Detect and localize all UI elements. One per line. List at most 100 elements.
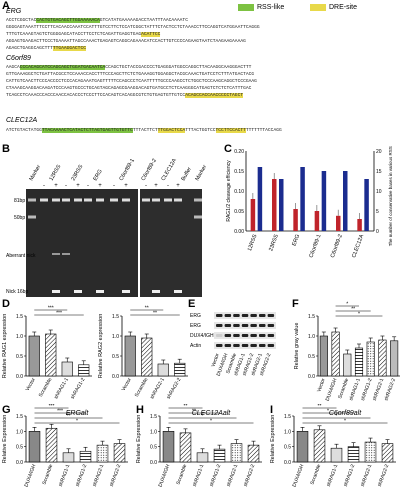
- gel-sign: +: [154, 183, 158, 189]
- y-axis-label: Relative Expression: [2, 415, 8, 464]
- y-tick-label: 0.5: [308, 354, 315, 360]
- blot-band: [250, 314, 257, 317]
- rss-label: RSS-like: [257, 4, 285, 11]
- y-tick-label: 1.5: [16, 314, 23, 320]
- significance-label: *: [327, 409, 329, 415]
- bar: [354, 347, 364, 377]
- bar: [62, 452, 75, 463]
- c-bar-conserved: [257, 167, 263, 231]
- c6-seq-1a: AAGCA: [6, 65, 20, 70]
- c-bar-efficiency: [314, 211, 320, 231]
- gel-band-81bp: [122, 198, 130, 202]
- c-right-tick: 5: [376, 209, 379, 215]
- gel-lane-label: Marker: [195, 164, 209, 182]
- c-left-ylabel: RAG1/2 cleavage efficiency: [226, 160, 232, 222]
- blot-band: [216, 314, 223, 317]
- blot-band: [233, 344, 240, 347]
- bar: [296, 431, 309, 463]
- clec-title: CLEC12A: [6, 117, 38, 124]
- chart-h: 0.0 0.5 1.0 1.5 Relative Expression CLEC12Aal…: [136, 404, 262, 488]
- gel-image-left: [26, 189, 138, 297]
- x-category-label: shRAG1-1: [326, 463, 340, 487]
- gel-aberrant-band: [52, 253, 60, 255]
- bar: [124, 335, 136, 377]
- y-axis-label: Relative gray value: [294, 323, 300, 370]
- bar: [45, 427, 58, 463]
- x-category-label: Scramble: [337, 377, 350, 399]
- erg-dre-site-1: ACATTCC: [141, 32, 161, 37]
- chart-title: CLEC12Aalt: [192, 410, 232, 417]
- chart-title: C6orf89alt: [329, 410, 362, 417]
- x-category-label: shRAG2-2: [109, 463, 123, 487]
- blot-band: [224, 344, 232, 347]
- clec-seq-c: TTTACTGGTCC: [185, 128, 216, 133]
- bar: [157, 363, 169, 377]
- erg-rss-site: CACTGTGACAGCTTGGAAAAACA: [36, 18, 100, 23]
- c-category-label: C6orf89-1: [309, 234, 323, 259]
- erg-title: ERG: [6, 8, 22, 15]
- c-right-ylabel: The number of conservative bases in vari…: [388, 145, 393, 246]
- significance-label: ***: [49, 404, 55, 410]
- y-tick-label: 0.5: [112, 354, 119, 360]
- c6-rss-site: CCCACAGCATCCAGCAGCTGGATGACAATCA: [19, 65, 106, 70]
- legend-rss: RSS-like: [238, 4, 284, 11]
- gel-lane-label: C6orf89-1: [119, 158, 136, 182]
- panel-f-letter: F: [292, 298, 299, 310]
- gel-band-nick: [152, 290, 160, 293]
- gel-label-50bp: 50bp: [14, 215, 25, 221]
- c-right-tick: 10: [376, 189, 382, 195]
- x-category-label: Scramble: [134, 377, 150, 398]
- x-category-label: shRAG2-2: [243, 463, 257, 487]
- gel-aberrant-band: [62, 253, 70, 255]
- blot-band: [267, 314, 275, 317]
- bar: [347, 446, 360, 463]
- gel-sign: +: [54, 183, 58, 189]
- significance-label: *: [346, 302, 348, 308]
- gel-marker-band: [28, 215, 36, 219]
- blot-band: [224, 314, 232, 317]
- bar: [162, 431, 175, 463]
- bar: [247, 444, 260, 463]
- dre-swatch: [310, 4, 326, 11]
- gel-band-nick: [96, 290, 104, 293]
- panel-e-letter: E: [188, 298, 196, 310]
- gel-marker-band: [194, 198, 202, 202]
- gel-sign: +: [124, 183, 128, 189]
- blot-e: ERGERGDUX4/IGHActinVectorDUX4/IGHScrambl…: [190, 312, 276, 377]
- c-left-tick: 0.20: [234, 149, 244, 155]
- significance-label: **: [351, 307, 355, 313]
- gel-sign: -: [65, 183, 67, 189]
- significance-label: ***: [57, 409, 63, 415]
- panel-c-letter: C: [224, 143, 232, 155]
- significance-label: **: [67, 414, 71, 420]
- bar: [179, 432, 192, 463]
- bar: [331, 331, 340, 377]
- blot-band: [216, 324, 223, 327]
- x-category-label: shRAG2-1: [92, 463, 106, 487]
- blot-band: [259, 344, 266, 347]
- panel-g-letter: G: [2, 404, 11, 416]
- clec-seq-d: TTTTTTTACCAGG: [245, 128, 282, 133]
- y-tick-label: 0.0: [16, 374, 23, 380]
- x-category-label: Vector: [121, 377, 133, 393]
- c-right-tick: 20: [376, 149, 382, 155]
- y-tick-label: 1.5: [16, 414, 23, 420]
- panel-i-letter: I: [270, 404, 274, 416]
- y-tick-label: 0.0: [16, 460, 23, 466]
- gel-sign: -: [43, 183, 45, 189]
- significance-label: *: [358, 312, 360, 318]
- y-tick-label: 1.0: [16, 429, 23, 435]
- gel-band-81bp: [62, 198, 70, 202]
- gel-band-81bp: [96, 198, 104, 202]
- gel-label-aberrant: Aberrant nick: [6, 253, 36, 259]
- blot-row-label: ERG: [190, 323, 201, 329]
- erg-seq-2: GGGGAGTAAATTTCCTTCACAACCAAATCCATTTGTCCTT…: [6, 25, 260, 30]
- significance-label: *: [76, 419, 78, 425]
- gel-sign: -: [167, 183, 169, 189]
- y-tick-label: 1.0: [308, 334, 315, 340]
- bar: [28, 335, 40, 377]
- blot-band: [216, 344, 223, 347]
- bar: [196, 452, 209, 463]
- gel-lane-label: Buffer: [181, 166, 194, 182]
- blot-band: [233, 334, 240, 337]
